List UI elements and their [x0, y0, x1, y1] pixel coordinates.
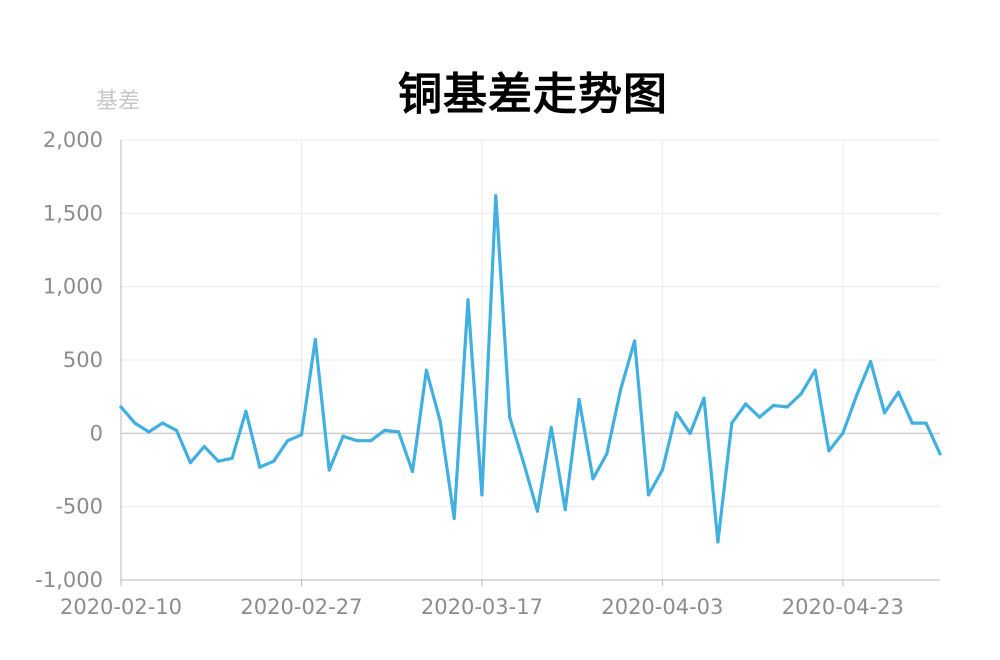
data-point	[355, 439, 359, 443]
data-point	[841, 431, 845, 435]
data-point	[896, 390, 900, 394]
tick-labels: -1,000 -500 0 500 1,000 1,500 2,000 2020-02-10 2…	[35, 128, 904, 619]
data-point	[924, 421, 928, 425]
data-point	[258, 465, 262, 469]
y-tick-label: 1,000	[43, 275, 103, 299]
data-point	[438, 420, 442, 424]
data-point	[480, 493, 484, 497]
y-tick-label: -500	[55, 495, 103, 519]
data-point	[202, 444, 206, 449]
data-point	[341, 434, 345, 438]
data-point	[633, 339, 637, 343]
data-point	[494, 194, 498, 198]
data-point	[827, 449, 831, 453]
data-point	[702, 396, 706, 400]
data-point	[882, 411, 887, 415]
data-point	[619, 387, 623, 391]
data-point	[771, 403, 776, 408]
data-point	[230, 456, 234, 460]
x-tick-label: 2020-02-27	[240, 595, 362, 619]
data-point	[410, 469, 415, 474]
data-point	[855, 393, 859, 397]
data-point	[119, 405, 123, 409]
data-point	[744, 402, 748, 406]
y-tick-label: 0	[90, 421, 103, 445]
data-point	[785, 405, 789, 409]
y-tick-label: -1,000	[35, 568, 103, 592]
data-point	[161, 421, 165, 425]
data-point	[188, 461, 193, 465]
data-point	[799, 392, 803, 396]
data-point	[521, 461, 526, 465]
data-point	[369, 439, 373, 443]
data-point	[563, 508, 567, 512]
data-point	[244, 409, 248, 413]
series-layer	[119, 194, 942, 544]
data-point	[424, 368, 428, 372]
data-point	[591, 477, 595, 481]
data-point	[938, 452, 942, 456]
data-point	[646, 493, 651, 497]
data-point	[605, 452, 609, 456]
data-point	[147, 430, 151, 434]
data-point	[133, 421, 137, 425]
data-point	[868, 359, 873, 364]
data-point	[299, 433, 304, 437]
data-point	[688, 431, 692, 435]
data-point	[508, 415, 512, 419]
data-point	[757, 415, 762, 419]
x-tick-label: 2020-03-17	[421, 595, 543, 619]
data-point	[452, 516, 456, 521]
data-point	[466, 298, 470, 302]
data-point	[674, 411, 678, 415]
data-point	[535, 509, 540, 513]
data-point	[383, 428, 387, 432]
y-axis-label: 基差	[96, 89, 141, 114]
data-point	[285, 439, 290, 443]
y-tick-label: 1,500	[43, 201, 103, 225]
x-tick-label: 2020-04-03	[601, 595, 723, 619]
data-point	[730, 421, 734, 425]
data-point	[327, 468, 331, 472]
data-point	[272, 459, 276, 463]
data-point	[910, 421, 914, 425]
data-point	[813, 368, 817, 372]
data-point	[216, 459, 220, 463]
data-point	[716, 540, 720, 544]
series-line	[119, 194, 942, 544]
x-tick-label: 2020-02-10	[60, 595, 182, 619]
data-point	[549, 425, 553, 430]
grid-lines	[120, 139, 940, 581]
chart-title: 铜基差走势图	[398, 69, 668, 120]
data-point	[577, 398, 581, 402]
data-point	[313, 337, 317, 342]
data-point	[660, 468, 664, 472]
y-tick-label: 2,000	[43, 128, 103, 152]
y-tick-label: 500	[63, 348, 103, 372]
data-point	[174, 428, 179, 432]
x-tick-label: 2020-04-23	[782, 595, 904, 619]
axes	[120, 140, 940, 586]
data-point	[397, 430, 401, 434]
